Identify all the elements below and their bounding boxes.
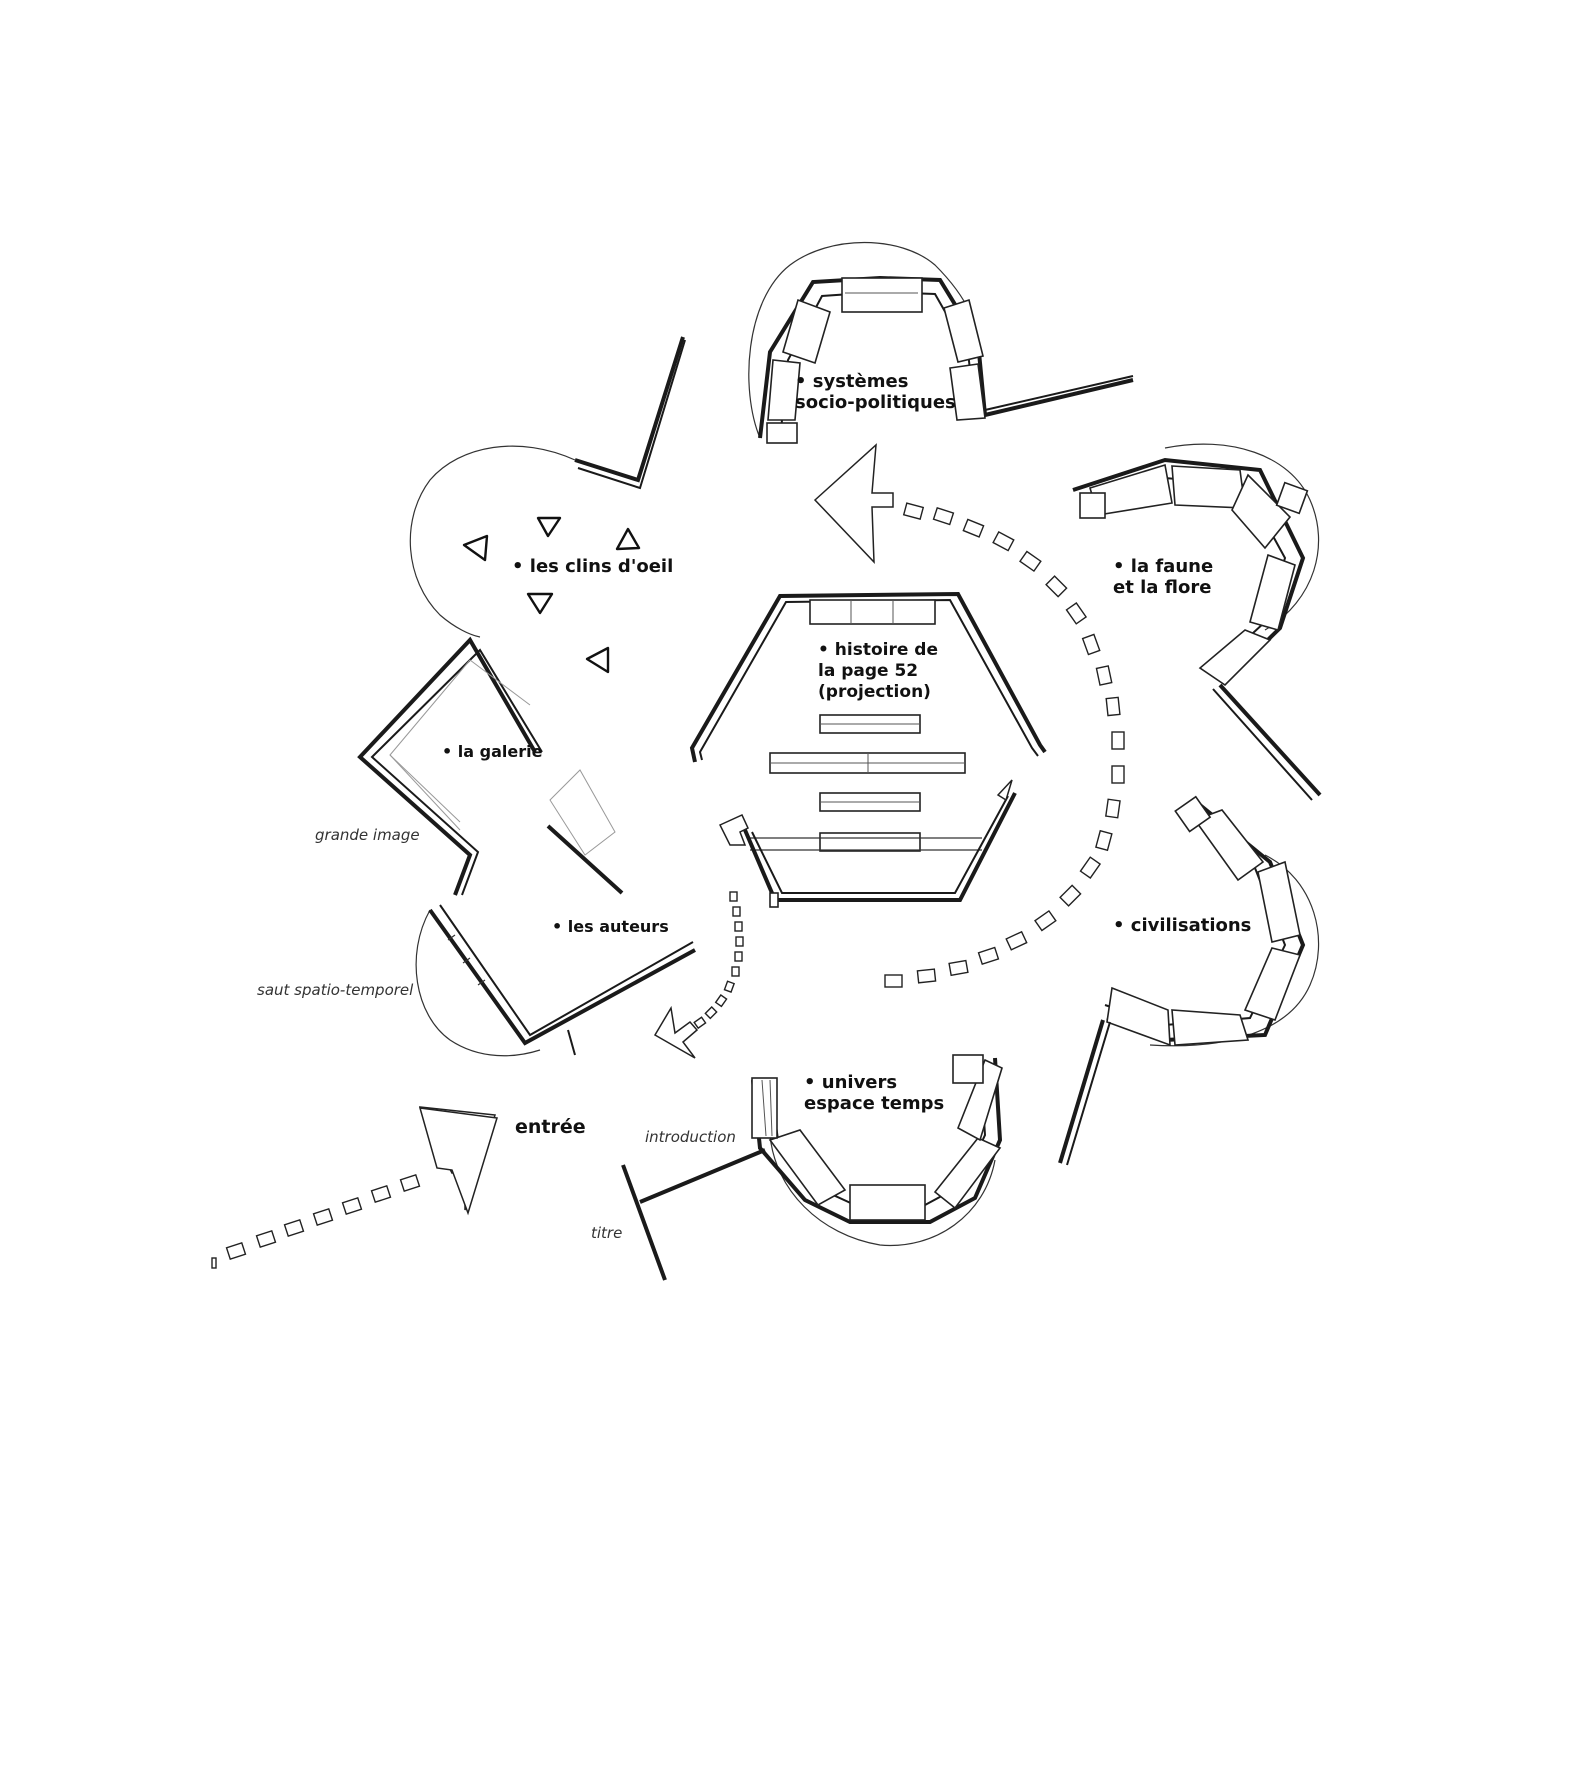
stepping-stones-loop <box>884 502 1125 988</box>
module-galerie <box>357 636 624 896</box>
module-auteurs <box>428 904 696 1056</box>
wall-titre <box>621 1164 667 1281</box>
wall-clins-upper <box>574 336 685 483</box>
zone-label-entree: entrée <box>515 1116 586 1138</box>
stepping-stones-saut <box>693 891 744 1030</box>
triangle-marker <box>462 534 489 562</box>
petal-outline-univers <box>769 1134 996 1247</box>
module-civilisations <box>1058 795 1306 1166</box>
note-grande-image: grande image <box>315 826 420 844</box>
triangle-marker <box>585 646 610 674</box>
triangle-marker <box>526 592 554 615</box>
note-saut-spatio-temporel: saut spatio-temporel <box>257 981 414 999</box>
petal-outline-clins <box>409 445 576 638</box>
triangle-marker <box>536 516 562 538</box>
module-faune <box>1072 457 1322 801</box>
zone-label-univers: • univers espace temps <box>804 1072 945 1114</box>
zone-label-galerie: • la galerie <box>442 742 543 761</box>
zone-label-auteurs: • les auteurs <box>552 917 669 936</box>
wall-introduction <box>639 1148 766 1204</box>
zone-label-faune: • la faune et la flore <box>1113 556 1214 598</box>
note-titre: titre <box>591 1224 623 1242</box>
module-univers <box>751 1054 1003 1224</box>
zone-label-clins: • les clins d'oeil <box>512 556 674 577</box>
zone-label-histoire: • histoire de la page 52 (projection) <box>818 640 938 702</box>
circulation-arrow <box>813 443 894 564</box>
saut-arrow <box>653 1005 699 1059</box>
petal-outline-auteurs <box>415 909 541 1057</box>
triangle-markers <box>462 516 641 674</box>
note-introduction: introduction <box>645 1128 736 1146</box>
stepping-stones-entree <box>211 1173 421 1269</box>
zone-label-systemes: • systèmes socio-politiques <box>795 371 956 413</box>
zone-label-civilisations: • civilisations <box>1113 915 1252 936</box>
petal-outline-faune <box>1164 443 1320 631</box>
module-histoire <box>689 591 1047 908</box>
triangle-marker <box>615 527 641 551</box>
module-systemes <box>758 275 1134 444</box>
